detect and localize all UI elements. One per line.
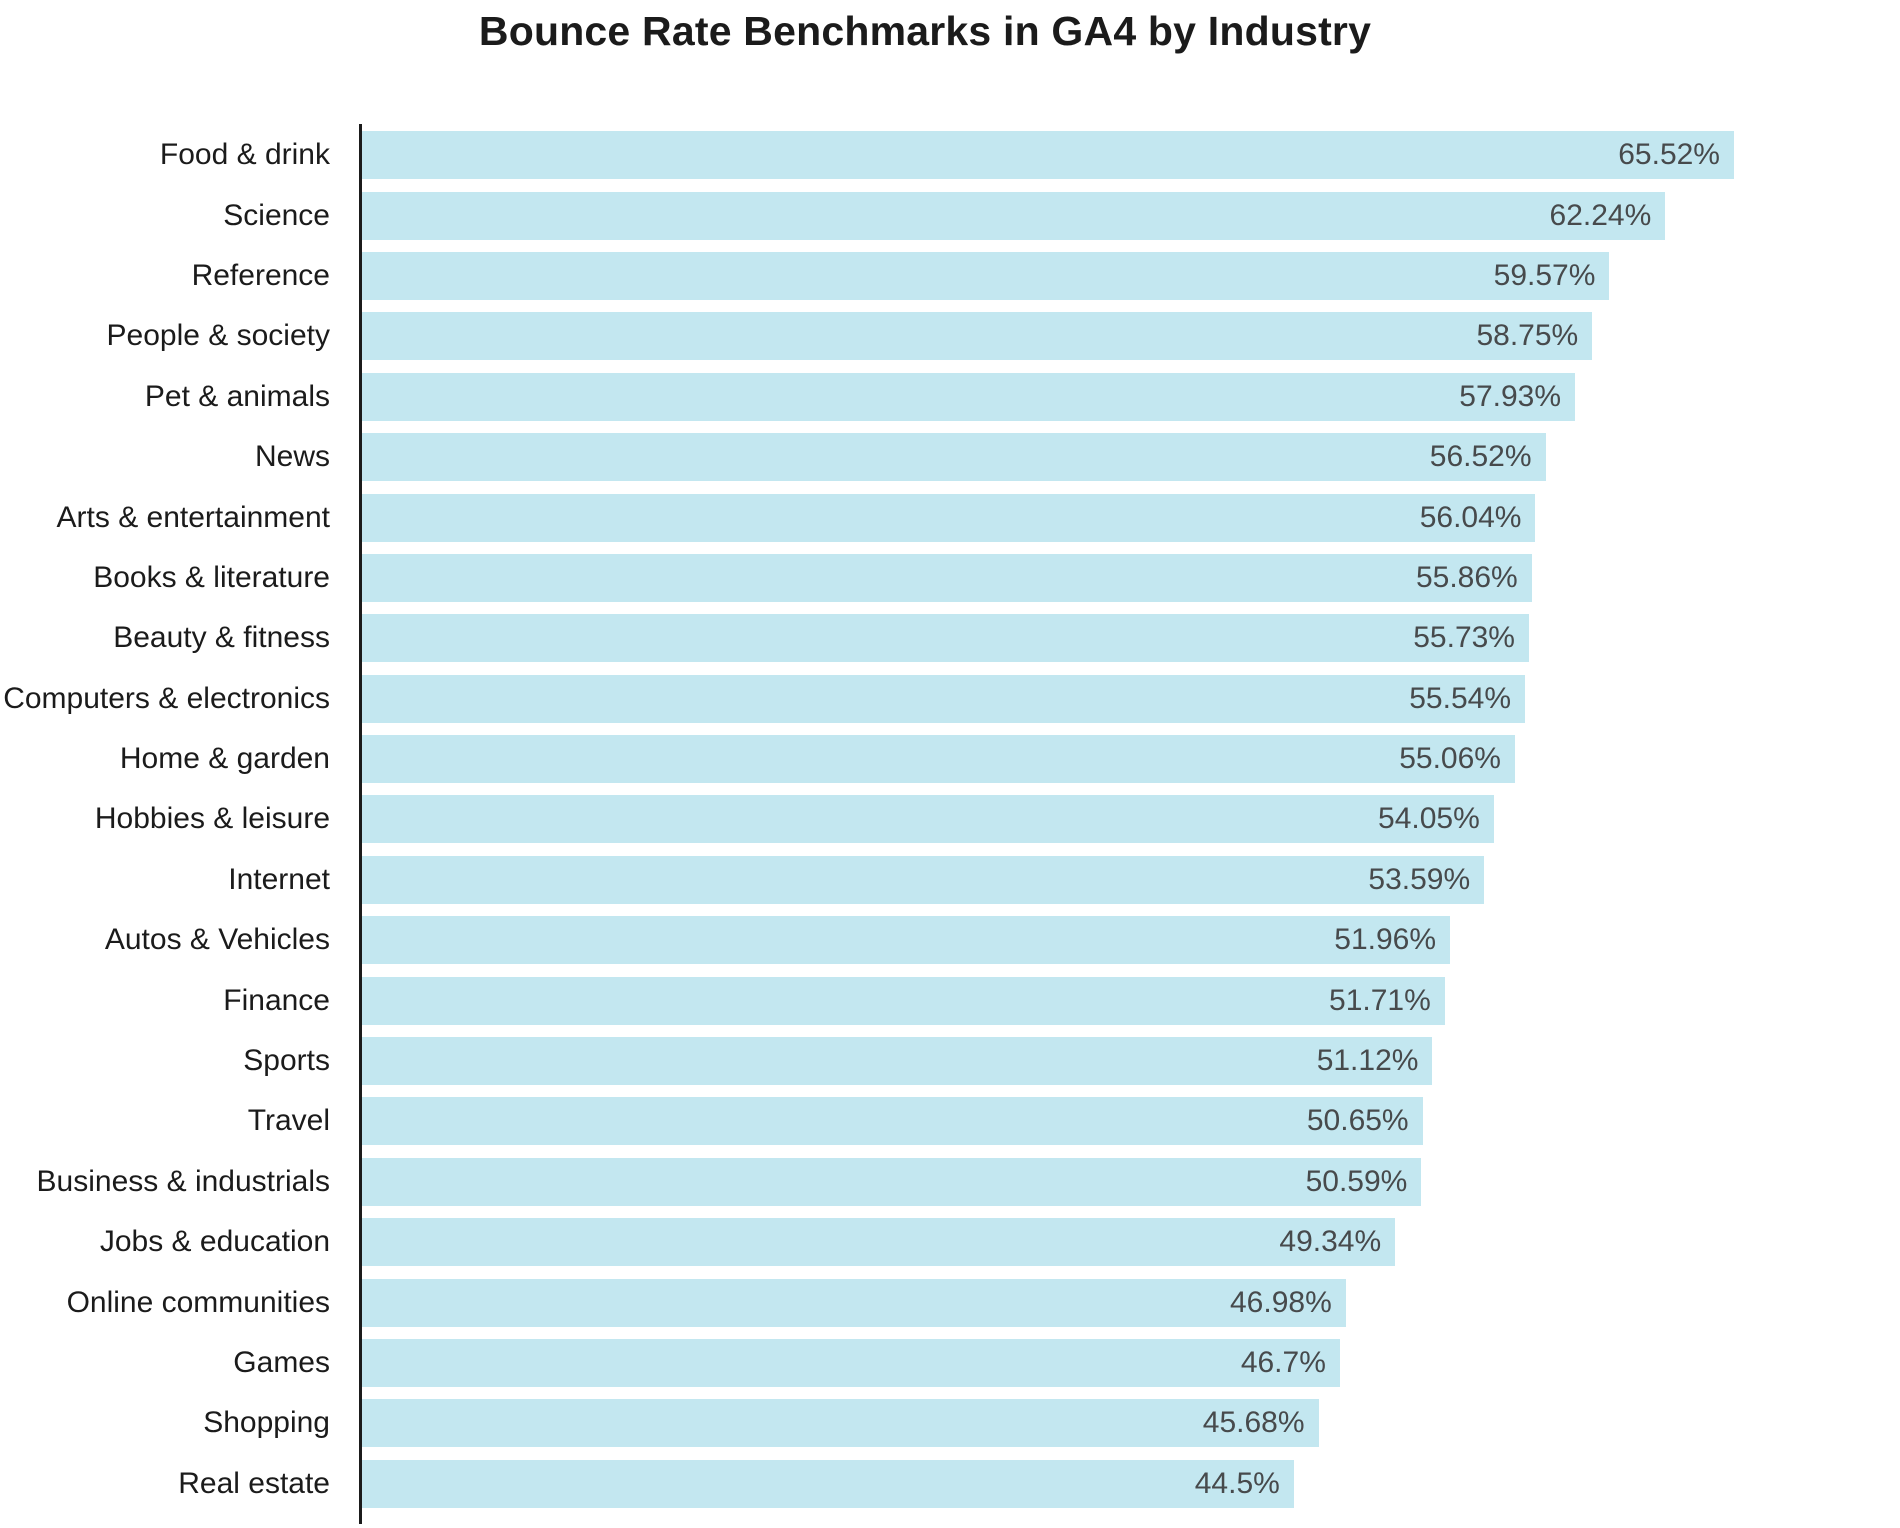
category-label: News <box>254 440 330 474</box>
category-label: Science <box>223 198 330 232</box>
chart-row: Books & literature 55.86% <box>0 548 1900 608</box>
category-label: Autos & Vehicles <box>104 923 330 957</box>
bar: 50.59% <box>362 1157 1422 1206</box>
category-label: Beauty & fitness <box>113 621 330 655</box>
chart-row: Travel 50.65% <box>0 1091 1900 1151</box>
value-label: 46.7% <box>1240 1346 1326 1379</box>
bar: 51.71% <box>362 976 1445 1025</box>
chart-row: Jobs & education 49.34% <box>0 1212 1900 1272</box>
bar: 54.05% <box>362 795 1494 844</box>
chart-row: Food & drink 65.52% <box>0 125 1900 185</box>
chart-row: Home & garden 55.06% <box>0 729 1900 789</box>
chart-row: Internet 53.59% <box>0 850 1900 910</box>
chart-row: People & society 58.75% <box>0 306 1900 366</box>
category-label: Computers & electronics <box>3 681 330 715</box>
value-label: 53.59% <box>1368 862 1471 896</box>
category-label: Online communities <box>66 1285 330 1319</box>
value-label: 51.12% <box>1316 1044 1419 1078</box>
chart-row: Beauty & fitness 55.73% <box>0 608 1900 668</box>
value-label: 59.57% <box>1493 258 1596 292</box>
category-label: Home & garden <box>119 742 330 776</box>
category-label: Finance <box>223 983 330 1017</box>
chart-row: Games 46.7% <box>0 1333 1900 1393</box>
bar: 44.5% <box>362 1459 1294 1508</box>
y-axis-line <box>359 124 362 1524</box>
category-label: People & society <box>106 319 330 353</box>
bar: 49.34% <box>362 1218 1396 1267</box>
bar-chart: Food & drink 65.52% Science 62.24% Refer… <box>0 125 1900 1514</box>
bar: 46.7% <box>362 1339 1340 1387</box>
chart-row: Computers & electronics 55.54% <box>0 669 1900 729</box>
category-label: Internet <box>228 862 330 896</box>
bar: 51.96% <box>362 916 1451 965</box>
category-label: Jobs & education <box>99 1225 330 1259</box>
chart-title: Bounce Rate Benchmarks in GA4 by Industr… <box>478 8 1372 54</box>
value-label: 65.52% <box>1618 138 1720 172</box>
bar: 51.12% <box>362 1037 1433 1086</box>
category-label: Travel <box>247 1104 330 1138</box>
chart-row: Pet & animals 57.93% <box>0 367 1900 427</box>
value-label: 50.59% <box>1305 1164 1408 1198</box>
value-label: 45.68% <box>1202 1406 1305 1440</box>
bar: 50.65% <box>362 1097 1423 1146</box>
value-label: 56.04% <box>1419 500 1522 534</box>
value-label: 51.71% <box>1329 983 1431 1017</box>
category-label: Business & industrials <box>36 1164 330 1198</box>
value-label: 55.73% <box>1413 621 1515 655</box>
chart-row: News 56.52% <box>0 427 1900 487</box>
bar: 55.73% <box>362 614 1529 663</box>
bar: 65.52% <box>362 131 1734 180</box>
chart-row: Finance 51.71% <box>0 970 1900 1030</box>
bar: 59.57% <box>362 251 1610 300</box>
chart-row: Arts & entertainment 56.04% <box>0 487 1900 547</box>
bar: 55.86% <box>362 553 1532 602</box>
value-label: 56.52% <box>1429 440 1532 474</box>
category-label: Games <box>233 1346 330 1379</box>
bar: 45.68% <box>362 1399 1319 1448</box>
bar: 56.52% <box>362 433 1546 482</box>
category-label: Shopping <box>203 1406 330 1440</box>
category-label: Food & drink <box>159 138 330 172</box>
value-label: 46.98% <box>1230 1285 1332 1319</box>
category-label: Arts & entertainment <box>56 500 330 534</box>
category-label: Pet & animals <box>144 379 330 413</box>
value-label: 57.93% <box>1459 379 1562 413</box>
bar: 57.93% <box>362 372 1576 421</box>
value-label: 55.54% <box>1409 681 1511 715</box>
category-label: Sports <box>243 1044 330 1078</box>
chart-row: Online communities 46.98% <box>0 1272 1900 1332</box>
value-label: 58.75% <box>1476 319 1579 353</box>
value-label: 50.65% <box>1306 1104 1409 1138</box>
bar: 56.04% <box>362 493 1536 542</box>
bar: 53.59% <box>362 855 1485 904</box>
value-label: 62.24% <box>1549 198 1652 232</box>
chart-row: Science 62.24% <box>0 185 1900 245</box>
value-label: 54.05% <box>1378 802 1480 836</box>
chart-row: Autos & Vehicles 51.96% <box>0 910 1900 970</box>
value-label: 44.5% <box>1194 1466 1280 1500</box>
chart-row: Shopping 45.68% <box>0 1393 1900 1453</box>
chart-row: Business & industrials 50.59% <box>0 1152 1900 1212</box>
bar: 55.06% <box>362 735 1515 784</box>
bar: 55.54% <box>362 674 1525 723</box>
bar: 62.24% <box>362 191 1666 240</box>
value-label: 49.34% <box>1279 1225 1382 1259</box>
value-label: 55.86% <box>1415 560 1518 594</box>
category-label: Hobbies & leisure <box>94 802 330 836</box>
category-label: Reference <box>191 258 330 292</box>
category-label: Books & literature <box>93 560 330 594</box>
bar: 46.98% <box>362 1278 1346 1327</box>
value-label: 55.06% <box>1399 742 1501 776</box>
chart-row: Sports 51.12% <box>0 1031 1900 1091</box>
category-label: Real estate <box>178 1466 330 1500</box>
chart-row: Hobbies & leisure 54.05% <box>0 789 1900 849</box>
chart-row: Reference 59.57% <box>0 246 1900 306</box>
chart-row: Real estate 44.5% <box>0 1454 1900 1514</box>
value-label: 51.96% <box>1334 923 1437 957</box>
bar: 58.75% <box>362 312 1593 361</box>
